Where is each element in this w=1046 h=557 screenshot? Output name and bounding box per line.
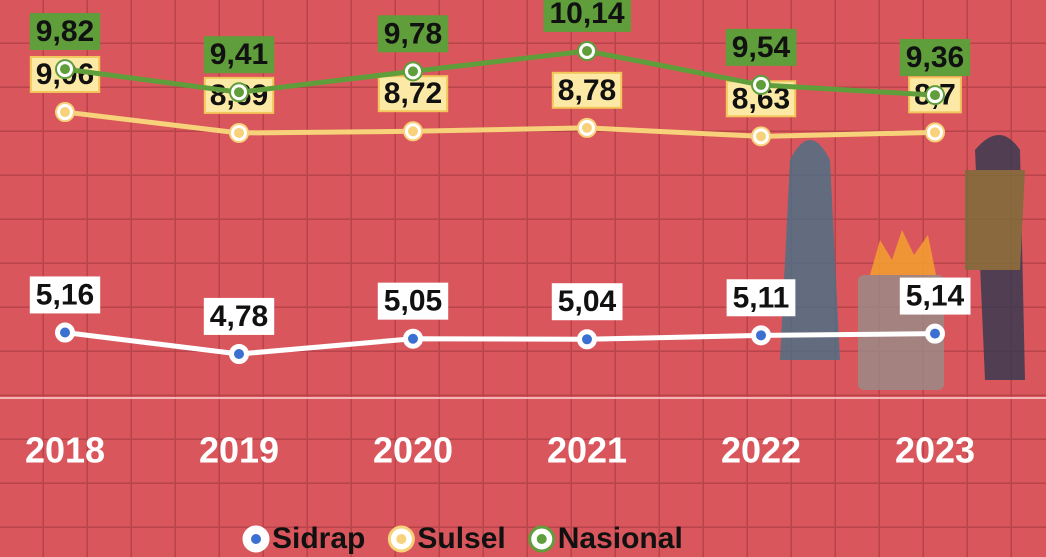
value-label: 9,82	[36, 15, 94, 48]
point-center	[582, 46, 592, 56]
point-center	[756, 330, 766, 340]
value-label: 5,04	[558, 285, 617, 318]
x-tick-label: 2023	[895, 430, 975, 471]
legend-marker-center	[537, 534, 547, 544]
legend-marker-center	[396, 534, 406, 544]
x-tick-label: 2018	[25, 430, 105, 471]
x-tick-label: 2022	[721, 430, 801, 471]
legend-marker-center	[251, 534, 261, 544]
legend-label: Nasional	[558, 522, 683, 555]
value-label: 9,78	[384, 17, 442, 50]
point-center	[582, 123, 592, 133]
value-label: 9,41	[210, 38, 268, 71]
value-label: 8,78	[558, 74, 616, 107]
point-center	[582, 334, 592, 344]
value-label: 8,72	[384, 77, 442, 110]
value-label: 9,36	[906, 41, 964, 74]
point-center	[234, 128, 244, 138]
value-label: 5,05	[384, 285, 442, 318]
point-center	[756, 80, 766, 90]
point-center	[60, 107, 70, 117]
value-label: 5,11	[733, 281, 790, 314]
legend-label: Sulsel	[417, 522, 505, 555]
value-label: 5,14	[906, 280, 965, 313]
point-center	[60, 64, 70, 74]
x-tick-label: 2019	[199, 430, 279, 471]
value-label: 10,14	[549, 0, 624, 30]
point-center	[930, 127, 940, 137]
value-label: 4,78	[210, 300, 268, 333]
point-center	[234, 349, 244, 359]
x-tick-label: 2021	[547, 430, 627, 471]
point-center	[930, 90, 940, 100]
point-center	[234, 87, 244, 97]
point-center	[930, 329, 940, 339]
point-center	[756, 131, 766, 141]
point-center	[60, 328, 70, 338]
point-center	[408, 126, 418, 136]
value-label: 5,16	[36, 278, 94, 311]
chart: 2018 2019 2020 2021 2022 2023 5,16 4,78 5,05 5,04…	[0, 0, 1046, 557]
point-center	[408, 66, 418, 76]
legend-label: Sidrap	[272, 522, 365, 555]
value-label: 9,54	[732, 31, 791, 64]
x-tick-label: 2020	[373, 430, 453, 471]
point-center	[408, 334, 418, 344]
